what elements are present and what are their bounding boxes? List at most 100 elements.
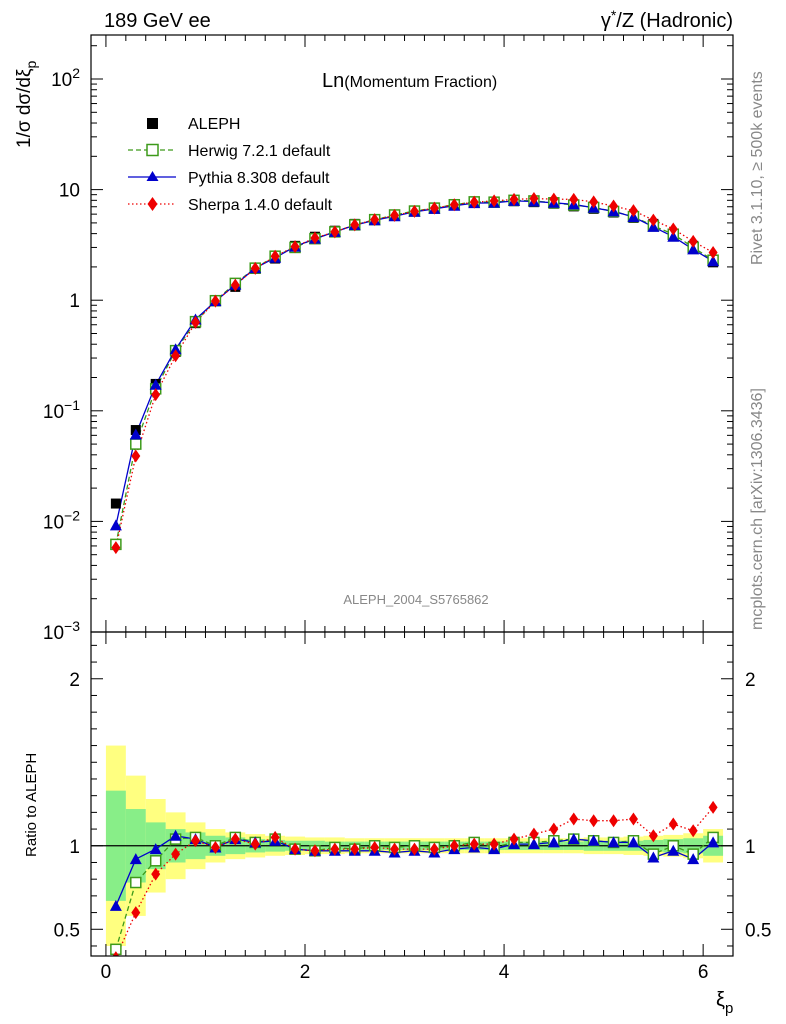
sherpa-main-point bbox=[549, 192, 559, 206]
pythia-ratio-point bbox=[587, 834, 600, 846]
sherpa-main-point bbox=[648, 213, 658, 227]
sherpa-main-point bbox=[370, 213, 380, 227]
header-process-label: γ*/Z (Hadronic) bbox=[601, 7, 733, 32]
sherpa-ratio-point bbox=[429, 842, 439, 856]
pythia-ratio-point bbox=[607, 836, 620, 848]
legend-pythia-label: Pythia 8.308 default bbox=[188, 170, 330, 187]
herwig-main-point bbox=[130, 438, 142, 450]
sherpa-main-point bbox=[191, 315, 201, 329]
sherpa-ratio-point bbox=[708, 800, 718, 814]
sherpa-ratio-point bbox=[230, 832, 240, 846]
sherpa-main-point bbox=[111, 541, 121, 555]
ratio-y-axis-label: Ratio to ALEPH bbox=[23, 753, 40, 857]
legend: ALEPH Herwig 7.2.1 default Pythia 8.308 … bbox=[128, 116, 333, 214]
sherpa-ratio-point bbox=[609, 814, 619, 828]
main-plot-panel: 10−2 10−1 1 10 102 10−3 Ln(Momentum Fraction)… bbox=[14, 34, 734, 644]
sherpa-main-point bbox=[230, 278, 240, 292]
legend-sherpa-label: Sherpa 1.4.0 default bbox=[188, 197, 333, 214]
sherpa-main-point bbox=[569, 192, 579, 206]
sherpa-main-point bbox=[210, 294, 220, 308]
ratio-y-tick-label: 2 bbox=[69, 670, 80, 691]
pythia-ratio-point bbox=[647, 851, 660, 863]
sherpa-main-point bbox=[688, 234, 698, 248]
sherpa-ratio-point bbox=[151, 867, 161, 881]
analysis-watermark: ALEPH_2004_S5765862 bbox=[343, 592, 488, 607]
herwig-ratio-point bbox=[149, 855, 162, 867]
sherpa-ratio-point bbox=[131, 906, 141, 920]
sherpa-main-point bbox=[390, 208, 400, 222]
pythia-ratio-point bbox=[129, 853, 142, 865]
pythia-ratio-point bbox=[627, 836, 640, 848]
ratio-x-tick-labels: 0 2 4 6 bbox=[101, 962, 709, 983]
sherpa-main-point bbox=[250, 261, 260, 275]
sherpa-main-point bbox=[151, 388, 161, 402]
sherpa-main-point bbox=[350, 218, 360, 232]
pythia-ratio-point bbox=[109, 899, 122, 911]
pythia-main-point bbox=[149, 378, 162, 390]
rivet-version-label: Rivet 3.1.10, ≥ 500k events bbox=[749, 71, 766, 265]
sherpa-main-point bbox=[449, 198, 459, 212]
sherpa-main-point bbox=[270, 249, 280, 263]
main-data-layer bbox=[109, 192, 720, 555]
ratio-plot-frame bbox=[90, 631, 734, 957]
ratio-plot-panel: 0.5 0.5 1 1 2 2 0 2 4 6 Ratio to ALEPH ξp bbox=[23, 631, 772, 1017]
legend-pythia-marker bbox=[146, 171, 159, 181]
pythia-ratio-point bbox=[547, 836, 560, 848]
aleph-main-point bbox=[110, 498, 121, 509]
sherpa-ratio-point bbox=[390, 842, 400, 856]
main-y-tick-label: 1 bbox=[69, 291, 80, 312]
pythia-ratio-point bbox=[567, 833, 580, 845]
sherpa-main-point bbox=[290, 240, 300, 254]
sherpa-ratio-point bbox=[668, 817, 678, 831]
sherpa-main-point bbox=[409, 204, 419, 218]
main-y-tick-label: 102 bbox=[51, 65, 80, 91]
sherpa-ratio-point bbox=[409, 842, 419, 856]
main-plot-area bbox=[109, 192, 720, 555]
ratio-data-layer bbox=[91, 745, 733, 956]
x-tick-label: 2 bbox=[300, 962, 311, 983]
sherpa-ratio-point bbox=[191, 834, 201, 848]
sherpa-ratio-point bbox=[350, 842, 360, 856]
ratio-y-tick-labels: 0.5 0.5 1 1 2 2 bbox=[54, 670, 772, 942]
sherpa-ratio-point bbox=[648, 829, 658, 843]
ratio-y-tick-label: 1 bbox=[69, 837, 80, 858]
sherpa-ratio-point bbox=[370, 840, 380, 854]
pythia-ratio-point bbox=[707, 836, 720, 848]
x-tick-label: 6 bbox=[698, 962, 709, 983]
sherpa-ratio-point bbox=[569, 812, 579, 826]
pythia-ratio-point bbox=[687, 853, 700, 865]
pythia-main-point bbox=[129, 428, 142, 440]
sherpa-ratio-point bbox=[529, 827, 539, 841]
sherpa-main-point bbox=[589, 195, 599, 209]
main-y-axis-label: 1/σ dσ/dξp bbox=[14, 61, 39, 149]
sherpa-ratio-point bbox=[688, 824, 698, 838]
sherpa-main-point bbox=[628, 204, 638, 218]
main-y-tick-label: 10−1 bbox=[43, 397, 80, 423]
pythia-main-point bbox=[109, 519, 122, 531]
ratio-plot-area bbox=[91, 745, 733, 956]
sherpa-ratio-point bbox=[489, 837, 499, 851]
ratio-y-tick-label: 0.5 bbox=[54, 920, 80, 941]
plot-title: Ln(Momentum Fraction) bbox=[322, 70, 497, 92]
header-energy-label: 189 GeV ee bbox=[104, 10, 211, 32]
legend-aleph-label: ALEPH bbox=[188, 116, 240, 133]
sherpa-ratio-point bbox=[250, 837, 260, 851]
sherpa-ratio-point bbox=[509, 832, 519, 846]
sherpa-ratio-point bbox=[171, 847, 181, 861]
pythia-ratio-point bbox=[149, 843, 162, 855]
pythia-main-line bbox=[115, 200, 714, 526]
main-y-tick-label: 10−2 bbox=[43, 507, 80, 533]
main-axis-ticks bbox=[91, 35, 733, 633]
legend-herwig-marker bbox=[146, 143, 159, 157]
sherpa-ratio-point bbox=[330, 842, 340, 856]
pythia-main-point bbox=[169, 343, 182, 355]
legend-herwig-label: Herwig 7.2.1 default bbox=[188, 143, 331, 160]
pythia-ratio-point bbox=[169, 829, 182, 841]
sherpa-ratio-point bbox=[290, 842, 300, 856]
pythia-ratio-point bbox=[667, 844, 680, 856]
sherpa-main-point bbox=[429, 201, 439, 215]
sherpa-main-point bbox=[469, 195, 479, 209]
sherpa-ratio-point bbox=[589, 814, 599, 828]
sherpa-ratio-point bbox=[628, 812, 638, 826]
